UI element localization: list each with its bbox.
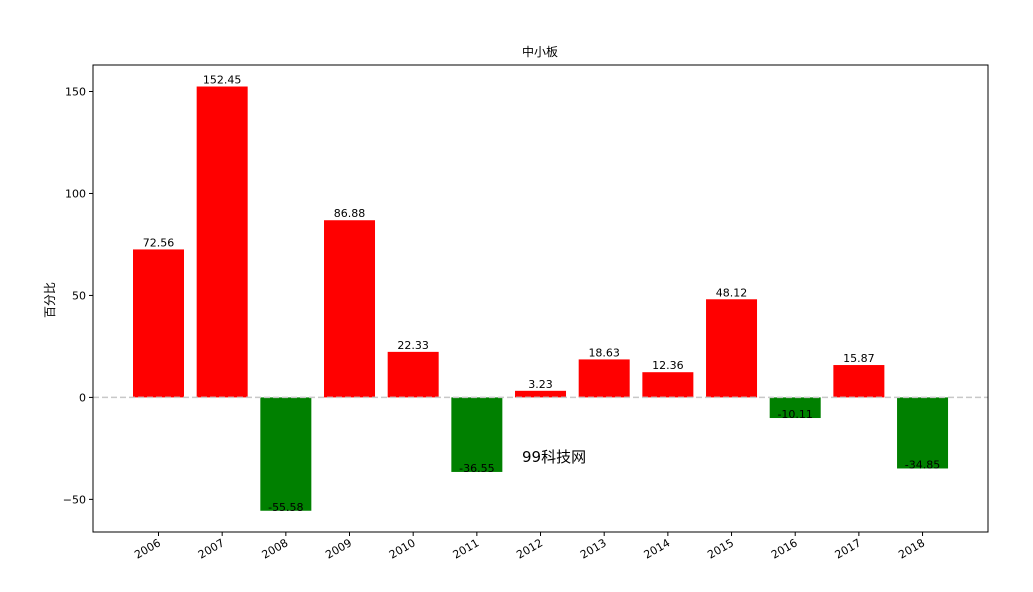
- x-axis: 2006 2007 2008 2009 2010 2011 2012 2013 2014 2015…: [132, 532, 927, 562]
- y-tick-label: 100: [65, 187, 86, 200]
- bar-2015: [706, 299, 758, 398]
- y-tick-label: −50: [63, 493, 86, 506]
- bar-2016: [769, 397, 821, 419]
- bar-2009: [324, 220, 376, 398]
- x-tick-label: 2016: [769, 536, 800, 561]
- watermark-annotation: 99科技网: [522, 448, 586, 466]
- bar-labels-group: 72.56 152.45 -55.58 86.88 22.33 -36.55 3.23 18.…: [143, 74, 941, 514]
- bars-group: [133, 86, 949, 511]
- bar-value-label: 48.12: [716, 286, 748, 299]
- bar-value-label: 86.88: [334, 207, 366, 220]
- x-tick-label: 2011: [451, 536, 482, 561]
- bar-value-label: 15.87: [843, 352, 875, 365]
- x-tick-label: 2013: [578, 536, 609, 561]
- bar-value-label: -34.85: [905, 458, 940, 471]
- x-tick-label: 2010: [387, 536, 418, 561]
- x-tick-label: 2014: [642, 536, 673, 561]
- bar-value-label: 22.33: [397, 339, 429, 352]
- bar-2008: [260, 397, 312, 511]
- bar-2011: [451, 397, 503, 472]
- x-tick-label: 2009: [323, 536, 354, 561]
- y-axis: −50 0 50 100 150: [63, 86, 93, 506]
- bar-2007: [196, 86, 248, 398]
- y-axis-label: 百分比: [43, 282, 57, 318]
- x-tick-label: 2008: [260, 536, 291, 561]
- bar-value-label: 18.63: [588, 346, 620, 359]
- bar-value-label: 3.23: [528, 378, 553, 391]
- bar-2017: [833, 365, 885, 398]
- x-tick-label: 2006: [132, 536, 163, 561]
- y-tick-label: 150: [65, 86, 86, 99]
- x-tick-label: 2017: [833, 536, 864, 561]
- x-tick-label: 2015: [705, 536, 736, 561]
- bar-2014: [642, 372, 694, 398]
- x-tick-label: 2018: [896, 536, 927, 561]
- y-tick-label: 50: [72, 289, 86, 302]
- bar-value-label: -55.58: [268, 501, 303, 514]
- bar-2010: [387, 351, 439, 398]
- bar-value-label: 72.56: [143, 236, 175, 249]
- bar-value-label: 12.36: [652, 359, 684, 372]
- bar-2013: [578, 359, 630, 398]
- chart-title: 中小板: [522, 44, 558, 59]
- y-tick-label: 0: [79, 391, 86, 404]
- bar-value-label: -36.55: [459, 462, 494, 475]
- bar-2018: [897, 397, 949, 469]
- bar-value-label: 152.45: [203, 74, 242, 87]
- x-tick-label: 2012: [514, 536, 545, 561]
- bar-2012: [515, 390, 567, 398]
- bar-value-label: -10.11: [777, 408, 812, 421]
- bar-2006: [133, 249, 184, 398]
- x-tick-label: 2007: [196, 536, 227, 561]
